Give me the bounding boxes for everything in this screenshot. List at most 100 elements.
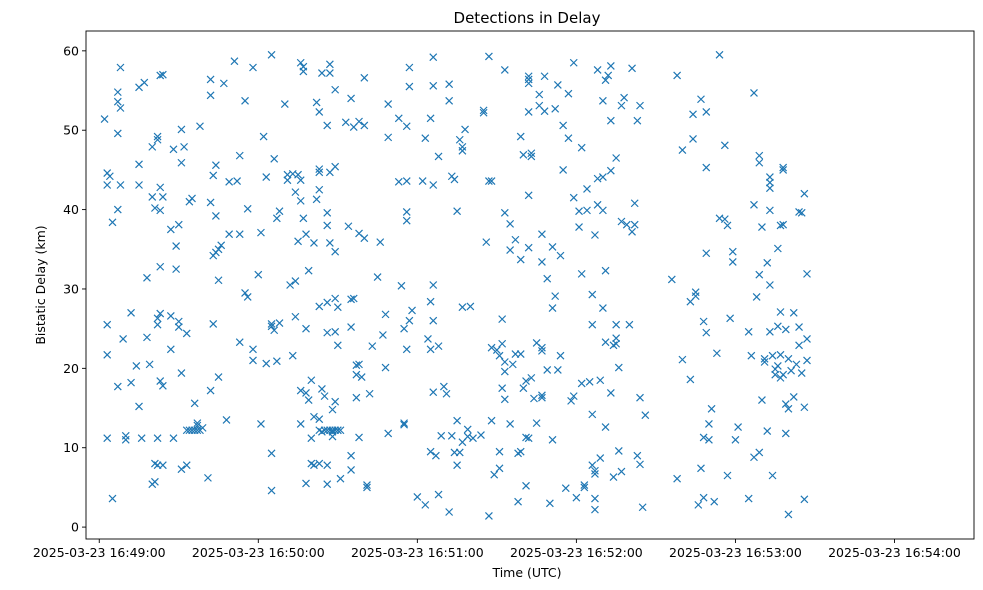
data-point <box>209 319 218 328</box>
data-point <box>765 281 774 289</box>
data-point <box>116 181 125 189</box>
data-point <box>797 369 806 378</box>
data-point <box>585 377 594 386</box>
data-point <box>617 217 626 226</box>
data-point <box>153 434 162 443</box>
data-point <box>135 181 143 189</box>
y-tick: 60 <box>63 43 86 58</box>
data-point <box>148 142 157 151</box>
data-point <box>569 392 578 401</box>
data-point <box>127 378 135 387</box>
data-point <box>758 396 766 405</box>
data-point <box>103 350 112 359</box>
data-point <box>728 258 737 266</box>
data-point <box>294 170 302 179</box>
data-point <box>604 71 613 80</box>
data-point <box>421 500 430 509</box>
data-point <box>699 317 708 326</box>
data-point <box>325 239 334 247</box>
data-point <box>439 382 448 391</box>
data-point <box>519 150 528 159</box>
data-point <box>498 315 507 324</box>
data-point <box>784 354 793 363</box>
data-point <box>302 230 310 239</box>
x-tick-label: 2025-03-23 16:50:00 <box>192 545 325 560</box>
data-point <box>598 173 607 181</box>
data-point <box>771 370 780 379</box>
data-point <box>378 331 387 339</box>
data-point <box>437 431 446 440</box>
data-point <box>296 176 305 185</box>
data-point <box>768 471 777 480</box>
data-point <box>591 505 599 514</box>
data-point <box>363 483 371 492</box>
data-point <box>243 204 252 213</box>
data-point <box>453 416 462 425</box>
data-point <box>230 57 239 66</box>
data-point <box>479 108 488 117</box>
data-point <box>564 134 573 143</box>
data-point <box>355 433 363 442</box>
data-point <box>270 326 279 335</box>
data-point <box>405 82 414 91</box>
data-point <box>331 85 340 94</box>
y-tick-label: 60 <box>63 43 79 58</box>
data-point <box>744 494 753 503</box>
data-point <box>307 376 316 385</box>
data-point <box>487 416 496 425</box>
data-point <box>750 200 758 209</box>
y-tick-label: 20 <box>63 361 79 376</box>
data-point <box>156 183 165 192</box>
data-point <box>591 466 599 475</box>
data-point <box>636 460 644 469</box>
y-axis-label: Bistatic Delay (km) <box>33 225 48 344</box>
data-point <box>190 399 199 408</box>
data-point <box>612 154 621 162</box>
data-point <box>707 404 716 413</box>
data-point <box>235 151 244 160</box>
data-point <box>479 106 488 115</box>
data-point <box>113 97 122 106</box>
data-point <box>469 434 477 443</box>
x-tick: 2025-03-23 16:53:00 <box>669 539 802 560</box>
data-point <box>421 134 430 143</box>
y-tick-label: 40 <box>63 202 79 217</box>
data-point <box>506 419 515 428</box>
data-point <box>511 235 520 244</box>
data-point <box>484 52 493 61</box>
data-point <box>143 333 151 342</box>
data-point <box>606 62 615 70</box>
data-point <box>556 351 565 360</box>
data-point <box>331 397 340 406</box>
data-point <box>325 69 334 77</box>
data-point <box>272 214 281 223</box>
data-point <box>567 396 576 405</box>
data-point <box>561 484 570 493</box>
data-point <box>455 448 464 457</box>
data-point <box>765 184 774 193</box>
data-point <box>113 129 122 138</box>
data-point <box>188 194 196 203</box>
data-point <box>482 238 491 247</box>
data-point <box>217 241 226 250</box>
data-point <box>323 208 332 217</box>
data-point <box>776 308 785 316</box>
data-point <box>249 345 257 354</box>
x-tick: 2025-03-23 16:49:00 <box>33 539 166 560</box>
data-point <box>720 141 729 150</box>
data-point <box>272 357 281 366</box>
data-point <box>744 327 753 336</box>
data-points <box>100 50 811 520</box>
data-point <box>280 100 289 108</box>
data-point <box>445 508 454 516</box>
data-point <box>315 302 324 311</box>
data-point <box>569 58 578 67</box>
data-point <box>776 221 785 230</box>
data-point <box>153 461 162 470</box>
data-point <box>206 198 215 207</box>
data-point <box>773 322 782 331</box>
data-point <box>800 403 809 412</box>
data-point <box>545 499 554 508</box>
data-point <box>781 400 790 408</box>
x-tick: 2025-03-23 16:52:00 <box>510 539 643 560</box>
